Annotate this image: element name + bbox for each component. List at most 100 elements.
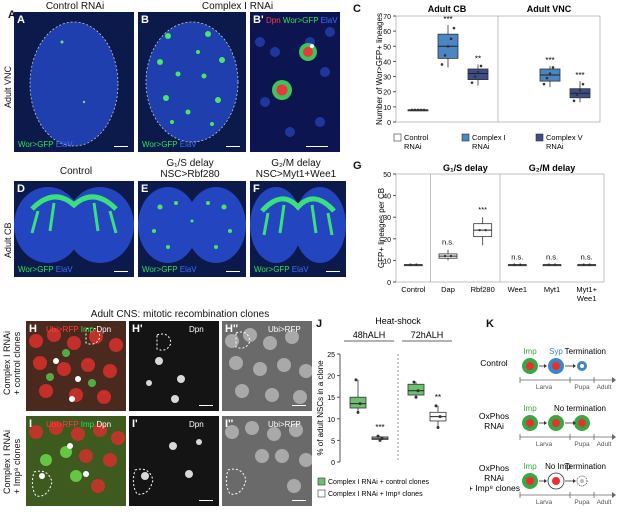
micrograph-h-image — [26, 321, 126, 411]
row3-title: Adult CNS: mitotic recombination clones — [90, 309, 270, 320]
chart-j-point — [376, 434, 380, 438]
chart-g-xtick-label: Wee1 — [508, 285, 527, 294]
panel-letter-a-overlay: A — [17, 14, 25, 26]
chart-c-point — [416, 108, 420, 112]
chart-c-legend-swatch — [535, 133, 544, 142]
chart-c-ytick-label: 30 — [383, 75, 391, 82]
micrograph-h-double-prime-caption: Ubi>RFP — [268, 325, 301, 334]
chart-c-ytick-label: 50 — [383, 44, 391, 51]
micrograph-h-double-prime: H'' Ubi>RFP — [222, 321, 312, 411]
chart-g-1-box — [438, 249, 458, 261]
chart-j-point — [438, 415, 442, 419]
chart-g-sig: n.s. — [511, 253, 523, 262]
micrograph-d: D Wor>GFP ElaV — [14, 181, 134, 277]
micrograph-i-caption: Ubi>RFP Imp Dpn — [46, 420, 112, 429]
chart-c-point — [449, 37, 453, 41]
chart-g-group-label: G₁/S delay — [443, 163, 488, 173]
schematic-k-stage-label: Larva — [536, 499, 553, 506]
chart-g: 0 10 20 30 40 50 GFP+ lineages per CB G₁/S dela… — [377, 163, 605, 303]
micrograph-i-image — [26, 416, 126, 506]
row2-side-label: Adult CB — [3, 222, 13, 258]
chart-j-legend-swatch — [317, 489, 326, 498]
chart-j-ytick-label: 10 — [327, 417, 335, 424]
chart-c-legend-label: Complex I RNAi — [472, 133, 506, 151]
chart-c-point — [542, 82, 546, 86]
chart-g-point — [553, 263, 557, 266]
chart-c-ytick-label: 70 — [383, 14, 391, 21]
chart-g-xtick-label: Rbf280 — [471, 285, 495, 294]
chart-c-ytick-label: 0 — [387, 120, 391, 127]
scale-bar-a — [114, 146, 128, 147]
micrograph-i: I Ubi>RFP Imp Dpn — [26, 416, 126, 506]
row2-col-f-title: G₂/M delay NSC>Myt1+Wee1 — [255, 158, 337, 180]
micrograph-a: A Wor>GFP ElaV — [14, 12, 134, 152]
panel-letter-G: G — [353, 160, 362, 172]
chart-c-point — [476, 70, 480, 74]
chart-c-point — [422, 108, 426, 112]
schematic-k-imp-null-nucleus — [552, 477, 560, 485]
chart-g-xtick-label: Dap — [441, 285, 455, 294]
micrograph-h-caption: Ubi>RFP Imp Dpn — [46, 325, 112, 334]
panel-letter-d-overlay: D — [17, 183, 25, 195]
micrograph-h-prime-caption: Dpn — [189, 325, 204, 334]
chart-g-point — [582, 263, 585, 266]
scale-bar-b — [226, 146, 240, 147]
chart-j: Heat-shock 48hALH 72hALH 0 5 10 15 20 25% of adu… — [316, 316, 452, 498]
chart-c-sig: *** — [443, 15, 452, 24]
scale-bar-f — [326, 271, 340, 272]
chart-c-1-box — [539, 65, 561, 88]
schematic-k-stage-label: Pupa — [574, 441, 590, 448]
schematic-k-timeline-arrowhead — [612, 377, 616, 383]
chart-c-point — [413, 108, 417, 112]
panel-letter-b-overlay: B — [141, 14, 149, 26]
scale-bar-h-double-prime — [292, 405, 306, 406]
row1-col-a-title: Control RNAi — [45, 1, 105, 12]
schematic-k-arrowhead — [544, 364, 547, 368]
chart-c-point — [470, 81, 474, 84]
chart-g-sig: *** — [478, 205, 487, 214]
chart-g-ytick-label: 10 — [383, 258, 391, 265]
micrograph-d-image — [14, 187, 134, 263]
chart-j-title: Heat-shock — [375, 316, 421, 326]
chart-c-point — [551, 66, 555, 69]
micrograph-a-caption: Wor>GFP ElaV — [18, 140, 73, 149]
chart-j-0-box — [349, 379, 367, 413]
chart-c-point — [443, 54, 447, 57]
chart-j-ytick-label: 25 — [327, 352, 335, 359]
chart-g-ytick-label: 50 — [383, 172, 391, 179]
chart-g-ylabel: GFP+ lineages per CB — [377, 188, 386, 268]
schematic-k-timeline-arrowhead — [612, 492, 616, 498]
chart-j-point — [412, 380, 416, 384]
schematic-k-nsc-nucleus — [552, 419, 560, 427]
chart-g-sig: n.s. — [546, 253, 558, 262]
chart-c-point — [548, 72, 552, 75]
chart-j-0-box — [407, 382, 425, 398]
chart-j-point — [378, 438, 382, 442]
schematic-k-stage-label: Pupa — [574, 499, 590, 506]
chart-c-ytick-label: 60 — [383, 29, 391, 36]
chart-c-point — [419, 108, 423, 112]
chart-c-point — [479, 64, 483, 68]
chart-g-point — [484, 228, 487, 232]
chart-g-sig: n.s. — [581, 253, 593, 262]
scale-bar-b-prime — [306, 146, 328, 147]
chart-g-ytick-label: 20 — [383, 237, 391, 244]
micrograph-i-prime: I' Dpn — [129, 416, 219, 506]
chart-j-legend-label: Complex I RNAi + Imp⁸ clones — [328, 491, 423, 498]
chart-j-legend-label: Complex I RNAi + control clones — [328, 479, 429, 486]
schematic-k-imp-label: Imp — [523, 462, 537, 471]
micrograph-a-image — [29, 21, 119, 147]
schematic-k-timeline-arrowhead — [612, 434, 616, 440]
schematic-k-stage-label: Adult — [597, 384, 612, 391]
chart-g-ytick-label: 40 — [383, 194, 391, 201]
chart-g-sig: n.s. — [442, 238, 454, 247]
schematic-k-outcome-label: Termination — [565, 347, 606, 356]
chart-j-point — [380, 436, 384, 440]
scale-bar-h-prime — [199, 405, 213, 406]
chart-j-ytick-label: 20 — [327, 374, 335, 381]
schematic-k-small-nucleus — [580, 479, 584, 483]
micrograph-b-image — [145, 21, 239, 143]
chart-c-sig: ** — [475, 54, 481, 63]
panel-letter-A: A — [8, 9, 16, 21]
